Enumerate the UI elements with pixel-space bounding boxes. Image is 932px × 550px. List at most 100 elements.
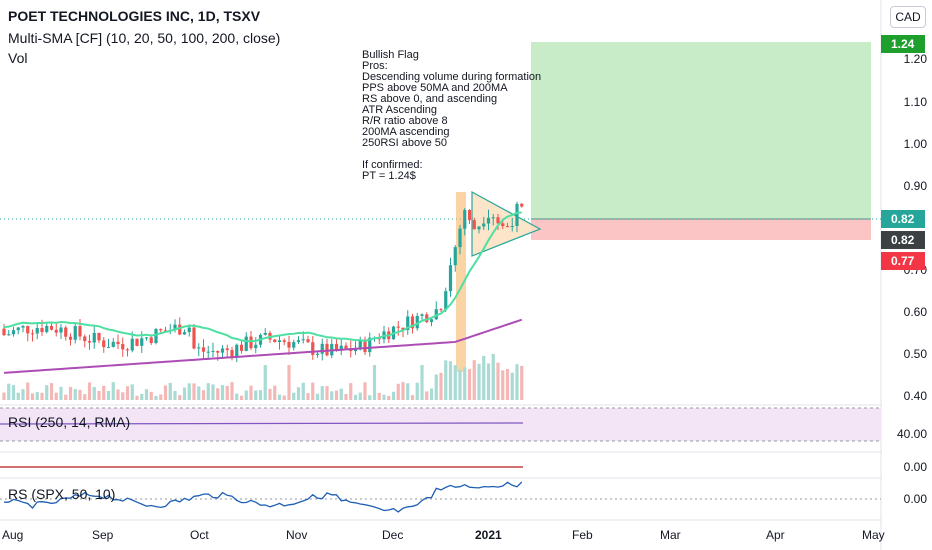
candle-body [496,217,500,224]
candle-body [30,333,35,335]
volume-bar [296,387,301,400]
volume-bar [396,383,400,400]
rsi-band [0,408,881,441]
volume-bar [496,362,500,400]
volume-bar [187,383,191,400]
candle-body [467,210,472,221]
volume-bar [463,367,467,400]
volume-bar [173,390,177,400]
candle-body [505,226,510,228]
candle-body [116,341,120,345]
candle-body [486,217,491,224]
volume-bar [401,382,405,400]
volume-bar [406,383,410,400]
candle-body [396,326,400,328]
trade-annotation[interactable]: Bullish Flag Pros: Descending volume dur… [362,49,542,182]
volume-bar [163,385,168,400]
volume-bar [339,388,343,400]
candle-body [216,351,220,353]
last-price-badge: 0.82 [881,210,925,228]
volume-bar [515,364,519,400]
volume-bars [2,353,524,400]
volume-bar [97,390,101,400]
candle-body [125,349,130,351]
candle-body [244,336,248,351]
rsi-legend[interactable]: RSI (250, 14, RMA) [8,414,131,430]
candle-body [368,337,372,353]
volume-bar [211,384,215,400]
candle-body [26,326,30,334]
volume-bar [453,365,457,400]
volume-bar [363,382,367,400]
time-tick: Sep [92,528,114,542]
volume-bar [225,385,229,400]
volume-bar [102,385,106,400]
volume-bar [334,390,339,400]
price-tick: 1.10 [903,95,927,109]
stop-price-badge: 0.77 [881,252,925,270]
candle-body [249,336,253,349]
candle-body [429,319,434,323]
sma50-line [3,211,522,343]
volume-bar [87,382,92,400]
volume-bar [116,389,120,400]
candle-body [182,332,187,335]
volume-bar [353,394,358,400]
currency-button[interactable]: CAD [890,6,926,28]
volume-bar [391,391,396,400]
candle-body [173,324,177,331]
price-tick: 0.60 [903,305,927,319]
volume-bar [140,393,144,400]
volume-bar [349,383,353,400]
time-tick: Oct [190,528,209,542]
candle-body [315,353,320,355]
candle-body [420,314,424,316]
candle-body [149,337,153,343]
chart-title[interactable]: POET TECHNOLOGIES INC, 1D, TSXV [8,8,261,24]
volume-legend[interactable]: Vol [8,50,28,66]
volume-bar [7,383,11,400]
time-tick: 2021 [475,528,502,542]
volume-bar [273,385,277,400]
candle-body [201,347,206,352]
candle-body [45,325,49,333]
volume-bar [425,391,429,400]
candle-body [111,341,115,347]
volume-bar [372,365,377,400]
flagpole-highlight[interactable] [456,192,466,372]
volume-bar [68,386,73,400]
candle-body [277,340,282,343]
entry-price-badge: 0.82 [881,231,925,249]
rs-legend[interactable]: RS (SPX, 50, 10) [8,486,116,502]
volume-bar [482,355,486,400]
volume-bar [486,363,491,400]
candle-body [225,348,229,351]
volume-bar [254,390,258,400]
volume-bar [235,393,239,400]
candle-body [463,210,467,229]
candle-body [59,327,63,333]
sma-legend[interactable]: Multi-SMA [CF] (10, 20, 50, 100, 200, cl… [8,30,281,46]
rsi-line [0,422,524,425]
volume-bar [26,382,30,400]
candle-body [78,326,82,337]
time-tick: May [862,528,885,542]
stop-zone[interactable] [531,219,871,240]
volume-bar [64,394,68,400]
volume-bar [216,388,220,400]
candle-body [453,247,457,266]
candle-body [206,351,210,353]
target-zone[interactable] [531,42,871,219]
candle-body [425,314,429,323]
candle-body [273,339,277,343]
volume-bar [325,386,329,400]
candle-body [211,351,215,353]
candle-body [235,344,239,357]
volume-bar [315,393,320,400]
candle-body [292,342,296,348]
candle-body [515,203,519,226]
rsi-tick: 40.00 [896,427,927,441]
candle-body [130,338,134,351]
volume-bar [40,392,44,400]
